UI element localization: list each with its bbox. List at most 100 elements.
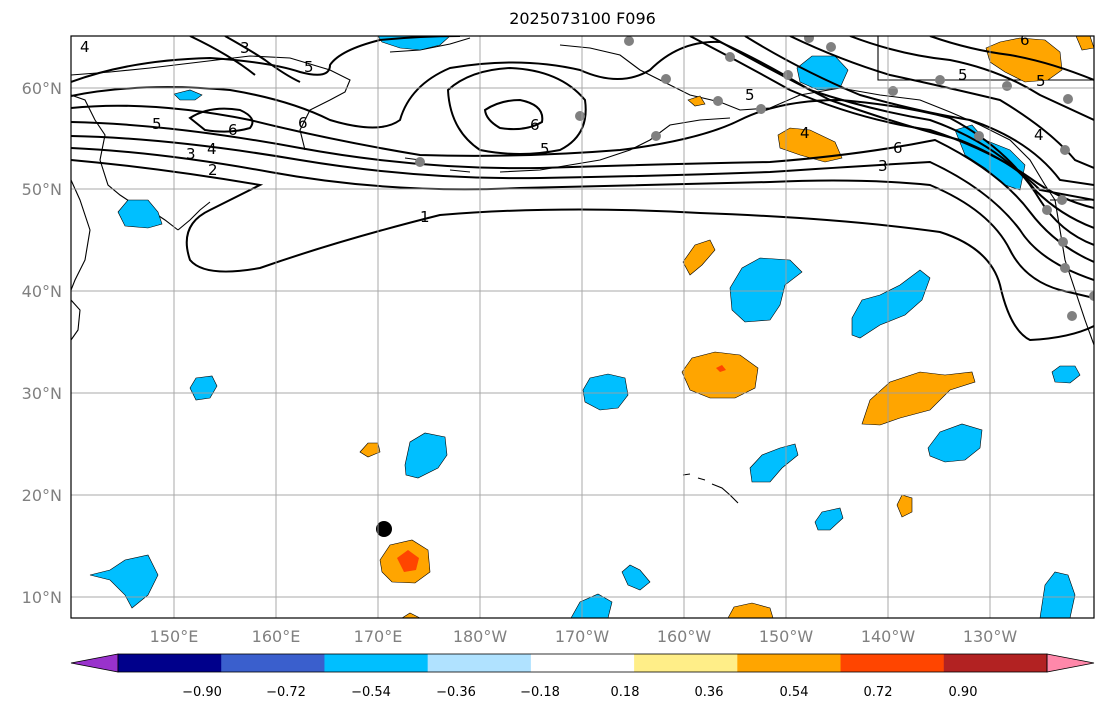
- contour-line: [71, 121, 1094, 263]
- station-marker: [415, 157, 425, 167]
- station-markers: [415, 36, 1094, 321]
- contour-label: 6: [893, 139, 903, 157]
- longitude-label: 170°W: [555, 627, 610, 646]
- positive-anomaly-area: [682, 239, 716, 276]
- colorbar-segment: [737, 654, 842, 672]
- positive-anomaly-area: [401, 612, 421, 618]
- station-marker: [651, 131, 661, 141]
- negative-anomaly-area: [117, 199, 163, 229]
- contour-line: [849, 36, 1094, 121]
- siberia-coast: [71, 55, 351, 151]
- colorbar-tick-labels: −0.90 −0.72 −0.54 −0.36 −0.18 0.18 0.36 …: [182, 685, 977, 700]
- contour-line: [224, 36, 301, 83]
- longitude-axis: 150°E 160°E 170°E 180°W 170°W 160°W 150°…: [150, 627, 1018, 646]
- colorbar-outline: [117, 653, 1048, 673]
- negative-anomaly-area: [89, 554, 159, 609]
- latitude-label: 10°N: [22, 588, 62, 607]
- contour-line: [929, 36, 1094, 81]
- colorbar-tick-label: 0.72: [864, 685, 893, 700]
- station-marker: [1057, 195, 1067, 205]
- contour-label-group: 1 2 3 4 5 6 5 6 5 6 4 5 6 3 3 4 5 6 4 5: [80, 31, 1046, 226]
- contour-line: [483, 98, 544, 131]
- colorbar-tick-label: −0.18: [520, 685, 560, 700]
- longitude-label: 150°E: [150, 627, 199, 646]
- positive-anomaly-area: [727, 602, 774, 618]
- latitude-label: 40°N: [22, 282, 62, 301]
- contour-label: 1: [420, 208, 430, 226]
- colorbar-tick-label: −0.36: [436, 685, 476, 700]
- station-marker: [661, 74, 671, 84]
- map-title: 2025073100 F096: [509, 9, 656, 28]
- colorbar-segment: [530, 654, 635, 672]
- station-marker: [713, 96, 723, 106]
- positive-anomaly-area: [861, 371, 976, 426]
- positive-anomaly-area: [681, 351, 759, 399]
- colorbar-tick-label: 0.90: [949, 685, 978, 700]
- contour-label: 6: [1020, 31, 1030, 49]
- negative-anomaly-area: [814, 507, 844, 531]
- station-marker: [1058, 237, 1068, 247]
- negative-anomaly-area: [729, 257, 803, 323]
- colorbar-tick-label: −0.72: [266, 685, 306, 700]
- colorbar-extend-min: [70, 653, 119, 673]
- asia-coast: [71, 179, 91, 291]
- positive-anomaly-area: [359, 442, 381, 458]
- longitude-label: 160°E: [252, 627, 301, 646]
- positive-anomaly-area: [687, 95, 706, 107]
- contour-line: [71, 147, 1094, 299]
- colorbar-segment: [118, 654, 222, 672]
- colorbar: [70, 653, 1095, 673]
- contour-line: [446, 66, 587, 155]
- latitude-label: 20°N: [22, 486, 62, 505]
- na-west-coast: [1054, 199, 1094, 346]
- coastlines: [71, 36, 1094, 504]
- longitude-label: 160°W: [657, 627, 712, 646]
- latitude-label: 50°N: [22, 180, 62, 199]
- kuril-islands: [177, 201, 211, 231]
- station-marker: [974, 131, 984, 141]
- center-marker: [376, 521, 392, 537]
- colorbar-segment: [840, 654, 945, 672]
- negative-anomaly-area: [1039, 571, 1076, 618]
- latitude-label: 60°N: [22, 79, 62, 98]
- contour-line: [709, 36, 1094, 201]
- contour-label: 5: [304, 58, 314, 76]
- station-marker: [624, 36, 634, 46]
- contour-label: 2: [208, 161, 218, 179]
- station-marker: [804, 36, 814, 43]
- station-marker: [783, 70, 793, 80]
- na-border: [877, 36, 1094, 201]
- colorbar-extend-max: [1046, 653, 1095, 673]
- contour-line: [71, 98, 1094, 246]
- contour-label: 4: [1034, 126, 1044, 144]
- contour-label: 5: [958, 66, 968, 84]
- longitude-label: 170°E: [354, 627, 403, 646]
- strong-positive-anomaly-area: [397, 550, 419, 572]
- colorbar-segment: [943, 654, 1048, 672]
- station-marker: [1002, 81, 1012, 91]
- station-marker: [1067, 311, 1077, 321]
- colorbar-segment: [221, 654, 325, 672]
- colorbar-tick-label: −0.90: [182, 685, 222, 700]
- colorbar-tick-label: 0.18: [611, 685, 640, 700]
- negative-anomaly-area: [851, 269, 931, 339]
- hawaii-islands: [682, 473, 739, 504]
- colorbar-segment: [634, 654, 738, 672]
- japan-coast: [71, 299, 81, 341]
- contour-line: [744, 36, 1094, 186]
- contour-label: 3: [878, 157, 888, 175]
- contour-lines: [71, 36, 1094, 342]
- contour-label: 6: [298, 114, 308, 132]
- station-marker: [1042, 205, 1052, 215]
- latitude-label: 30°N: [22, 384, 62, 403]
- contour-label: 4: [800, 124, 810, 142]
- contour-label: 3: [240, 39, 250, 57]
- station-marker: [575, 111, 585, 121]
- longitude-label: 140°W: [861, 627, 916, 646]
- negative-anomaly-area: [927, 423, 983, 463]
- negative-anomaly-area: [1051, 365, 1081, 384]
- contour-line: [188, 107, 254, 133]
- longitude-label: 180°W: [453, 627, 508, 646]
- station-marker: [1089, 291, 1094, 301]
